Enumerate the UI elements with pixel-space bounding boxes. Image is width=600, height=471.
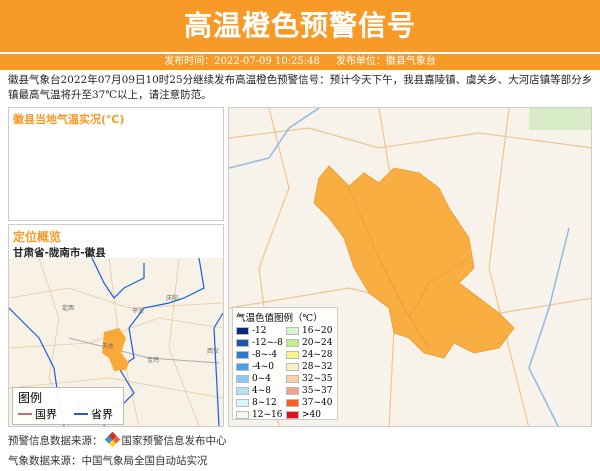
legend-swatch <box>286 398 299 407</box>
legend-swatch <box>236 398 249 407</box>
legend-label: -4~0 <box>252 361 275 372</box>
legend-item: 35~37 <box>286 385 336 396</box>
legend-label: -12 <box>252 325 267 336</box>
map-label: 天水 <box>102 342 114 350</box>
legend-label: 37~40 <box>302 397 333 408</box>
legend-swatch <box>236 338 249 347</box>
warning-center-logo-icon <box>104 431 120 448</box>
legend-item: -4~0 <box>236 361 286 372</box>
national-border-label: 国界 <box>35 408 57 421</box>
legend-swatch <box>286 410 299 419</box>
legend-item: 20~24 <box>286 337 336 348</box>
legend-item: -12 <box>236 325 286 336</box>
legend-item: -12~-8 <box>236 337 286 348</box>
legend-item: -8~-4 <box>236 349 286 360</box>
map-legend: 图例 国界 省界 <box>12 387 124 425</box>
warning-source: 预警信息数据来源： 国家预警信息发布中心 <box>8 431 227 448</box>
temperature-legend-title: 气温色值图例（℃） <box>236 313 323 324</box>
legend-label: -8~-4 <box>252 349 278 360</box>
publish-time: 发布时间：2022-07-09 10:25:48 <box>164 56 320 67</box>
legend-item: 8~12 <box>236 397 286 408</box>
legend-item: 28~32 <box>286 361 336 372</box>
legend-label: 24~28 <box>302 349 333 360</box>
legend-label: >40 <box>302 409 321 420</box>
legend-item: 4~8 <box>236 385 286 396</box>
legend-item: 24~28 <box>286 349 336 360</box>
legend-item: >40 <box>286 409 336 420</box>
national-border-line <box>18 412 32 416</box>
map-label: 庆阳 <box>166 294 178 302</box>
map-legend-title: 图例 <box>18 391 43 405</box>
provincial-border-label: 省界 <box>91 408 113 421</box>
legend-swatch <box>236 326 249 335</box>
legend-item: 37~40 <box>286 397 336 408</box>
legend-swatch <box>286 362 299 371</box>
legend-swatch <box>286 338 299 347</box>
legend-label: 4~8 <box>252 385 271 396</box>
legend-item: 12~16 <box>236 409 286 420</box>
legend-swatch <box>286 350 299 359</box>
legend-label: 0~4 <box>252 373 271 384</box>
page-title: 高温橙色预警信号 <box>0 0 600 52</box>
weather-source: 气象数据来源：中国气象局全国自动站实况 <box>8 455 208 467</box>
warning-description: 徽县气象台2022年07月09日10时25分继续发布高温橙色预警信号：预计今天下… <box>8 74 593 101</box>
map-label: 宝鸡 <box>147 356 159 364</box>
legend-swatch <box>236 386 249 395</box>
map-label: 定西 <box>62 304 74 312</box>
publish-info: 发布时间：2022-07-09 10:25:48 发布单位：徽县气象台 <box>0 54 600 70</box>
legend-label: 28~32 <box>302 361 333 372</box>
map-label: 平凉 <box>132 307 144 315</box>
legend-label: 16~20 <box>302 325 333 336</box>
legend-label: 32~35 <box>302 373 333 384</box>
legend-swatch <box>236 374 249 383</box>
legend-label: 12~16 <box>252 409 283 420</box>
location-panel-title: 定位概览 <box>13 230 62 244</box>
publish-unit: 发布单位：徽县气象台 <box>335 56 436 67</box>
temperature-color-legend: 气温色值图例（℃） -12 16~20 -12~-8 20~24 -8~-4 24~28 -… <box>232 307 338 420</box>
legend-label: 20~24 <box>302 337 333 348</box>
legend-label: -12~-8 <box>252 337 283 348</box>
legend-item: 0~4 <box>236 373 286 384</box>
map-label: 西安 <box>207 347 219 355</box>
legend-swatch <box>236 410 249 419</box>
legend-item: 32~35 <box>286 373 336 384</box>
legend-swatch <box>286 386 299 395</box>
legend-swatch <box>236 362 249 371</box>
legend-label: 35~37 <box>302 385 333 396</box>
provincial-border-line <box>74 412 88 416</box>
legend-swatch <box>286 326 299 335</box>
temperature-panel-title: 徽县当地气温实况(℃) <box>13 113 125 126</box>
temperature-panel: 徽县当地气温实况(℃) <box>8 107 224 221</box>
legend-item: 16~20 <box>286 325 336 336</box>
legend-label: 8~12 <box>252 397 277 408</box>
warning-source-label: 预警信息数据来源： <box>8 435 103 447</box>
legend-swatch <box>236 350 249 359</box>
legend-swatch <box>286 374 299 383</box>
location-path: 甘肃省-陇南市-徽县 <box>13 247 106 259</box>
warning-source-name[interactable]: 国家预警信息发布中心 <box>121 435 227 447</box>
